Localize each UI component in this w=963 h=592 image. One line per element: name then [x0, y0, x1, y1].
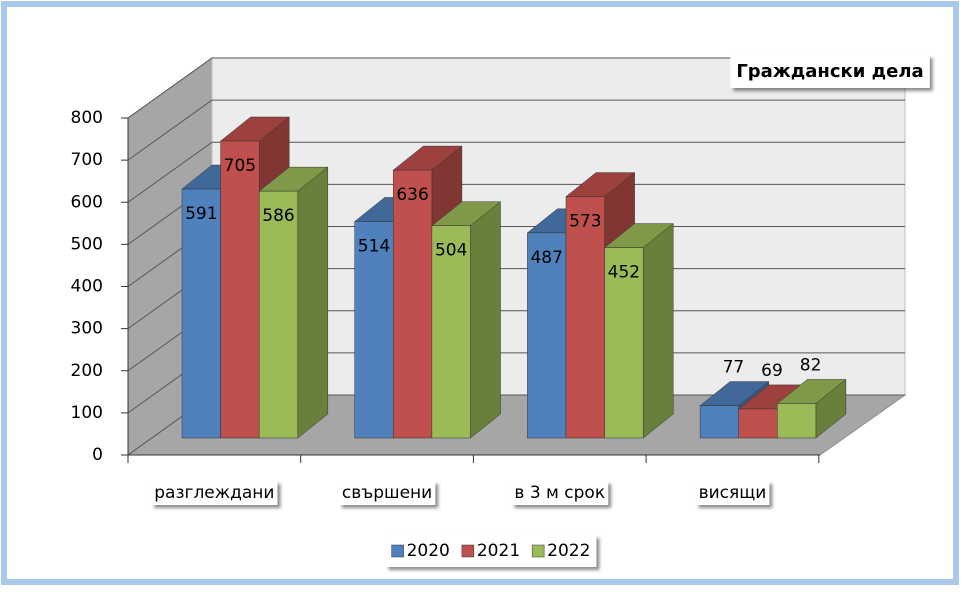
value-label: 573 [569, 212, 601, 232]
bar [431, 225, 471, 439]
value-label: 591 [185, 204, 217, 224]
x-tick-label: висящи [699, 483, 767, 503]
bar-side [297, 166, 329, 439]
bar [565, 196, 605, 439]
grid-line [127, 99, 905, 161]
y-tick-label: 800 [71, 108, 103, 128]
x-label-box [695, 481, 770, 505]
value-label: 82 [800, 355, 822, 375]
bar [699, 405, 739, 439]
value-label: 487 [530, 248, 562, 268]
x-tick-label: в 3 м срок [514, 483, 605, 503]
legend-label: 2022 [547, 541, 590, 561]
bar [354, 221, 394, 439]
value-label: 705 [224, 156, 256, 176]
bar-side [642, 223, 674, 439]
value-label: 77 [723, 358, 745, 378]
legend-swatch [461, 544, 475, 558]
value-label: 69 [761, 361, 783, 381]
y-tick-label: 600 [71, 192, 103, 212]
value-label: 514 [358, 236, 390, 256]
bar [738, 408, 778, 439]
y-tick-label: 0 [92, 445, 103, 465]
grid-line [127, 57, 905, 119]
bar-side [470, 201, 501, 439]
legend-swatch [391, 544, 404, 558]
bar [220, 140, 260, 439]
title-box [730, 55, 930, 88]
x-label-box [151, 481, 278, 505]
legend: 2020 2021 2022 [391, 541, 590, 561]
legend-label: 2021 [477, 541, 520, 561]
value-label: 452 [608, 263, 640, 283]
bar [393, 169, 433, 439]
legend-box [385, 535, 597, 567]
y-tick-label: 500 [71, 234, 103, 254]
value-label: 586 [262, 206, 294, 226]
bar [777, 403, 817, 439]
value-label: 504 [435, 241, 467, 261]
y-tick-label: 200 [71, 361, 103, 381]
y-tick-label: 100 [71, 403, 103, 423]
grid-line [127, 141, 905, 203]
value-label: 636 [396, 185, 428, 205]
bar [258, 190, 299, 439]
x-tick-label: разглеждани [154, 483, 274, 503]
x-label-box [511, 481, 609, 505]
y-tick-label: 300 [71, 319, 103, 339]
bar [181, 188, 221, 439]
y-tick-label: 700 [71, 150, 103, 170]
bar [604, 247, 644, 439]
legend-label: 2020 [407, 541, 450, 561]
x-label-box [338, 481, 436, 505]
legend-swatch [531, 544, 545, 558]
y-tick-label: 400 [71, 277, 103, 297]
chart-title: Граждански дела [736, 61, 923, 82]
x-tick-label: свършени [342, 483, 432, 503]
